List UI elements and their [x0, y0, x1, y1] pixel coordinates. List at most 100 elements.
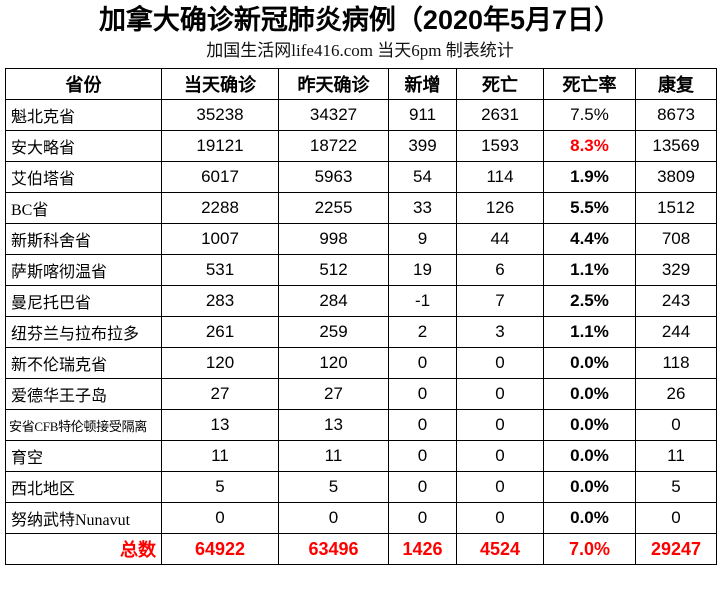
cell-province: 西北地区: [5, 471, 162, 503]
column-header-deaths: 死亡: [456, 68, 544, 100]
cell-death_rate: 0.0%: [543, 409, 636, 441]
cell-today: 1007: [161, 223, 279, 255]
cell-province: 新斯科舍省: [5, 223, 162, 255]
cell-yesterday: 259: [278, 316, 389, 348]
page-subtitle: 加国生活网life416.com 当天6pm 制表统计: [206, 41, 514, 60]
cell-recovered: 26: [635, 378, 717, 410]
cell-recovered: 118: [635, 347, 717, 379]
cell-new: 0: [388, 502, 457, 534]
cell-recovered: 1512: [635, 192, 717, 224]
cell-today: 35238: [161, 99, 279, 131]
cell-new: 911: [388, 99, 457, 131]
cell-yesterday: 512: [278, 254, 389, 286]
cell-deaths: 0: [456, 440, 544, 472]
cell-yesterday: 27: [278, 378, 389, 410]
table-row: BC省 2288 2255 33 126 5.5% 1512: [5, 192, 717, 224]
cell-province: 艾伯塔省: [5, 161, 162, 193]
cell-deaths: 1593: [456, 130, 544, 162]
cell-today: 261: [161, 316, 279, 348]
cell-new: 9: [388, 223, 457, 255]
cell-province: 育空: [5, 440, 162, 472]
cell-recovered: 5: [635, 471, 717, 503]
cell-province: 魁北克省: [5, 99, 162, 131]
total-cell-recovered: 29247: [635, 533, 717, 565]
cell-death_rate: 0.0%: [543, 347, 636, 379]
cell-death_rate: 8.3%: [543, 130, 636, 162]
cell-today: 27: [161, 378, 279, 410]
cell-province: 纽芬兰与拉布拉多: [5, 316, 162, 348]
cell-yesterday: 2255: [278, 192, 389, 224]
cell-recovered: 329: [635, 254, 717, 286]
cell-deaths: 7: [456, 285, 544, 317]
cell-province: 爱德华王子岛: [5, 378, 162, 410]
cell-yesterday: 18722: [278, 130, 389, 162]
cell-new: 0: [388, 440, 457, 472]
cell-death_rate: 0.0%: [543, 378, 636, 410]
table-body: 魁北克省 35238 34327 911 2631 7.5% 8673 安大略省 19121 18…: [5, 99, 717, 565]
cell-new: 2: [388, 316, 457, 348]
table-row: 新不伦瑞克省 120 120 0 0 0.0% 118: [5, 347, 717, 379]
cell-recovered: 243: [635, 285, 717, 317]
cell-deaths: 2631: [456, 99, 544, 131]
cell-death_rate: 1.9%: [543, 161, 636, 193]
total-row: 总数 64922 63496 1426 4524 7.0% 29247: [5, 533, 717, 565]
cell-new: 0: [388, 347, 457, 379]
cell-today: 6017: [161, 161, 279, 193]
cell-deaths: 0: [456, 502, 544, 534]
cell-yesterday: 34327: [278, 99, 389, 131]
page: 加拿大确诊新冠肺炎病例（2020年5月7日） 加国生活网life416.com …: [0, 3, 720, 591]
cell-recovered: 3809: [635, 161, 717, 193]
cell-province: 新不伦瑞克省: [5, 347, 162, 379]
table-row: 西北地区 5 5 0 0 0.0% 5: [5, 471, 717, 503]
cell-death_rate: 0.0%: [543, 440, 636, 472]
cell-recovered: 244: [635, 316, 717, 348]
total-cell-deaths: 4524: [456, 533, 544, 565]
table-row: 安大略省 19121 18722 399 1593 8.3% 13569: [5, 130, 717, 162]
cell-death_rate: 4.4%: [543, 223, 636, 255]
cell-death_rate: 5.5%: [543, 192, 636, 224]
cell-today: 283: [161, 285, 279, 317]
cell-yesterday: 998: [278, 223, 389, 255]
table-row: 爱德华王子岛 27 27 0 0 0.0% 26: [5, 378, 717, 410]
total-cell-death_rate: 7.0%: [543, 533, 636, 565]
cell-recovered: 708: [635, 223, 717, 255]
cell-yesterday: 284: [278, 285, 389, 317]
cell-yesterday: 5: [278, 471, 389, 503]
cell-new: -1: [388, 285, 457, 317]
cell-new: 54: [388, 161, 457, 193]
cell-death_rate: 1.1%: [543, 316, 636, 348]
cell-death_rate: 1.1%: [543, 254, 636, 286]
column-header-recovered: 康复: [635, 68, 717, 100]
cell-yesterday: 0: [278, 502, 389, 534]
cell-deaths: 0: [456, 409, 544, 441]
column-header-yesterday: 昨天确诊: [278, 68, 389, 100]
cell-new: 0: [388, 471, 457, 503]
table-row: 安省CFB特伦顿接受隔离 13 13 0 0 0.0% 0: [5, 409, 717, 441]
cell-new: 0: [388, 378, 457, 410]
cell-deaths: 3: [456, 316, 544, 348]
total-cell-today: 64922: [161, 533, 279, 565]
cell-new: 0: [388, 409, 457, 441]
cell-today: 0: [161, 502, 279, 534]
table-row: 育空 11 11 0 0 0.0% 11: [5, 440, 717, 472]
column-header-province: 省份: [5, 68, 162, 100]
cell-today: 2288: [161, 192, 279, 224]
total-cell-new: 1426: [388, 533, 457, 565]
column-header-death_rate: 死亡率: [543, 68, 636, 100]
cell-today: 11: [161, 440, 279, 472]
cell-recovered: 0: [635, 409, 717, 441]
cell-province: 安省CFB特伦顿接受隔离: [5, 409, 162, 441]
cell-yesterday: 5963: [278, 161, 389, 193]
cell-deaths: 0: [456, 378, 544, 410]
cell-new: 33: [388, 192, 457, 224]
total-cell-yesterday: 63496: [278, 533, 389, 565]
cell-new: 19: [388, 254, 457, 286]
cell-today: 120: [161, 347, 279, 379]
column-header-today: 当天确诊: [161, 68, 279, 100]
cell-death_rate: 2.5%: [543, 285, 636, 317]
table-row: 纽芬兰与拉布拉多 261 259 2 3 1.1% 244: [5, 316, 717, 348]
cell-yesterday: 13: [278, 409, 389, 441]
table-row: 萨斯喀彻温省 531 512 19 6 1.1% 329: [5, 254, 717, 286]
cell-today: 5: [161, 471, 279, 503]
cell-deaths: 44: [456, 223, 544, 255]
